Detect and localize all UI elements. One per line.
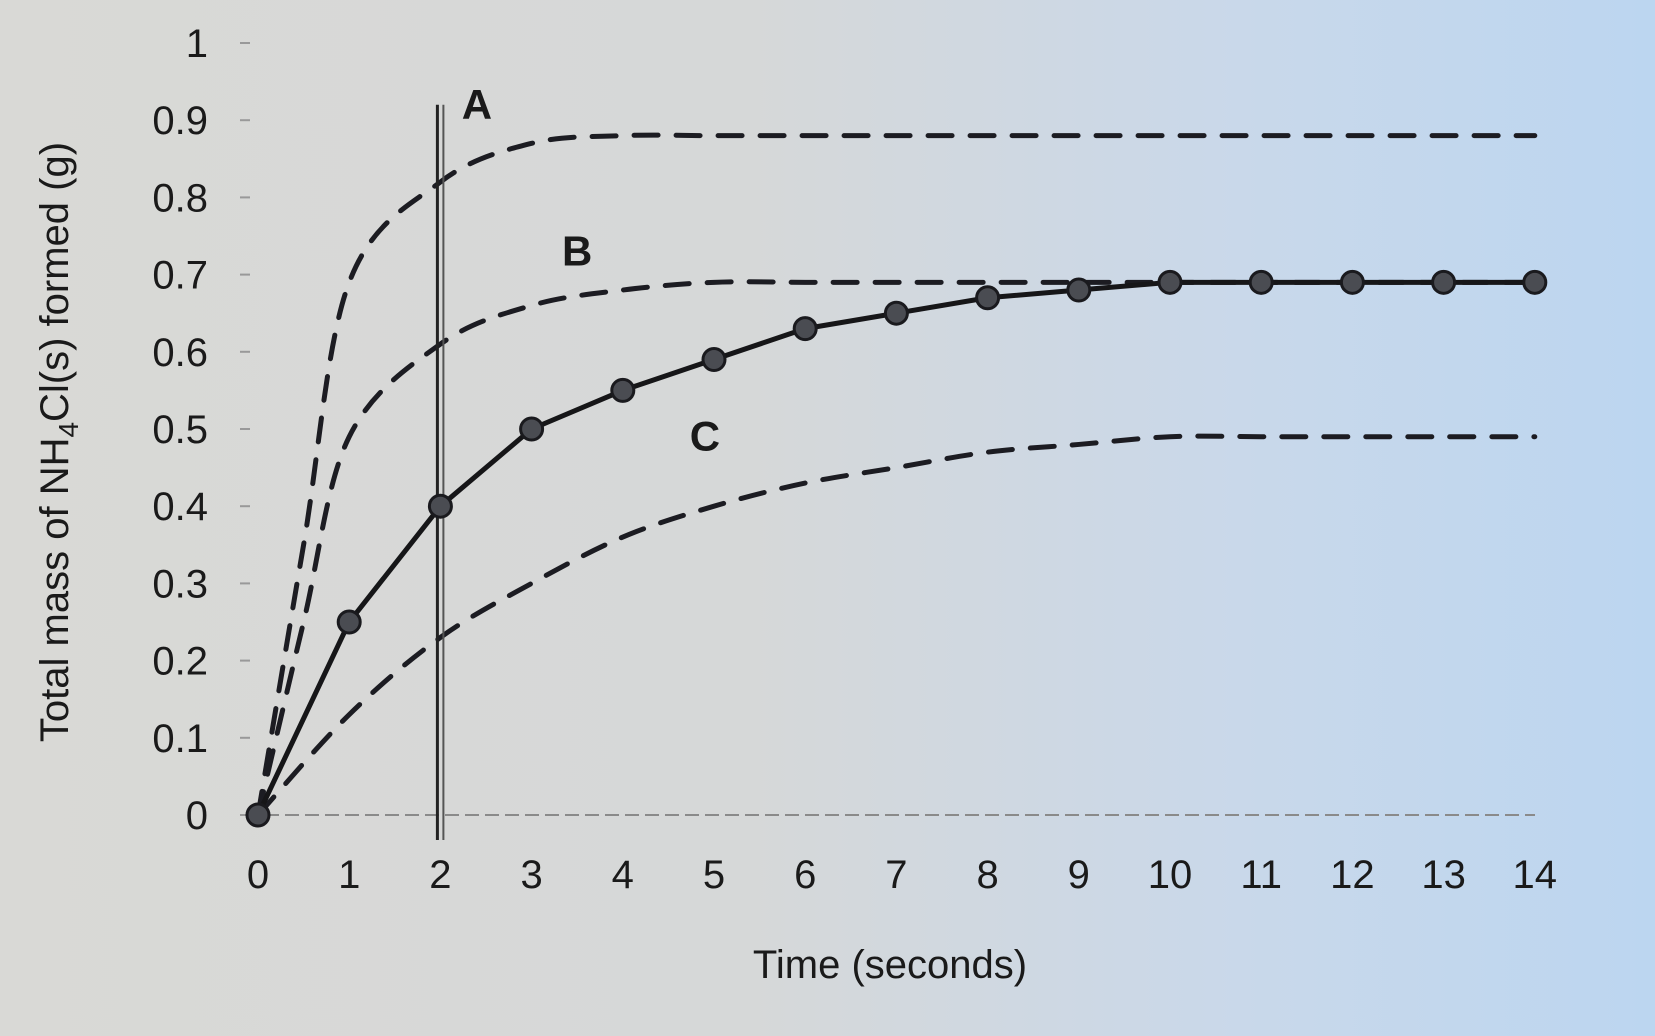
x-tick-label: 14	[1513, 853, 1558, 897]
data-point	[519, 416, 545, 442]
curve-label-a: A	[462, 81, 492, 128]
data-point	[427, 493, 453, 519]
data-point	[1157, 269, 1183, 295]
measured-line	[255, 279, 1535, 817]
y-tick-label: 0.9	[152, 99, 208, 143]
curve-label-c: C	[690, 413, 720, 460]
vertical-marker-a	[435, 104, 445, 840]
dashed-curves	[255, 132, 1538, 818]
data-point	[1339, 269, 1365, 295]
data-point	[610, 377, 636, 403]
y-tick-label: 0.8	[152, 176, 208, 220]
data-point	[792, 316, 818, 342]
data-point	[245, 802, 271, 828]
x-tick-label: 0	[247, 853, 269, 897]
y-tick-label: 0.7	[152, 254, 208, 298]
dashed-curve	[255, 132, 1538, 818]
x-tick-label: 6	[794, 853, 816, 897]
y-tick-label: 0.2	[152, 640, 208, 684]
x-tick-label: 10	[1148, 853, 1193, 897]
measured-curve	[245, 269, 1548, 828]
data-point	[1066, 277, 1092, 303]
y-tick-label: 0.3	[152, 562, 208, 606]
x-tick-label: 9	[1068, 853, 1090, 897]
x-tick-label: 12	[1330, 853, 1375, 897]
data-point	[701, 347, 727, 373]
data-point	[883, 300, 909, 326]
dashed-curve	[255, 433, 1538, 818]
x-tick-label: 11	[1240, 853, 1282, 897]
y-axis-title: Total mass of NH4Cl(s) formed (g)	[33, 142, 84, 742]
curve-labels: A B C	[462, 81, 720, 460]
y-tick-label: 0.5	[152, 408, 208, 452]
curve-label-b: B	[562, 227, 592, 274]
dashed-curve	[255, 279, 1538, 818]
x-tick-label: 2	[429, 853, 451, 897]
x-tick-label: 3	[520, 853, 542, 897]
x-tick-label: 5	[703, 853, 725, 897]
data-point	[1248, 269, 1274, 295]
x-tick-label: 1	[338, 853, 360, 897]
data-point	[1522, 269, 1548, 295]
x-axis-title: Time (seconds)	[753, 943, 1027, 987]
y-tick-label: 1	[186, 22, 208, 66]
y-tick-label: 0.4	[152, 485, 208, 529]
y-axis-ticks: 0 0.1 0.2 0.3 0.4 0.5 0.6 0.7 0.8 0.9 1	[152, 22, 250, 838]
x-axis-ticks: 0 1 2 3 4 5 6 7 8 9 10 11 12 13 14	[247, 853, 1557, 897]
data-point	[336, 609, 362, 635]
y-tick-label: 0.6	[152, 331, 208, 375]
y-tick-label: 0.1	[152, 717, 208, 761]
x-tick-label: 7	[885, 853, 907, 897]
x-tick-label: 13	[1421, 853, 1466, 897]
x-tick-label: 4	[612, 853, 634, 897]
data-point	[1431, 269, 1457, 295]
x-tick-label: 8	[976, 853, 998, 897]
y-tick-label: 0	[186, 794, 208, 838]
data-point	[975, 285, 1001, 311]
